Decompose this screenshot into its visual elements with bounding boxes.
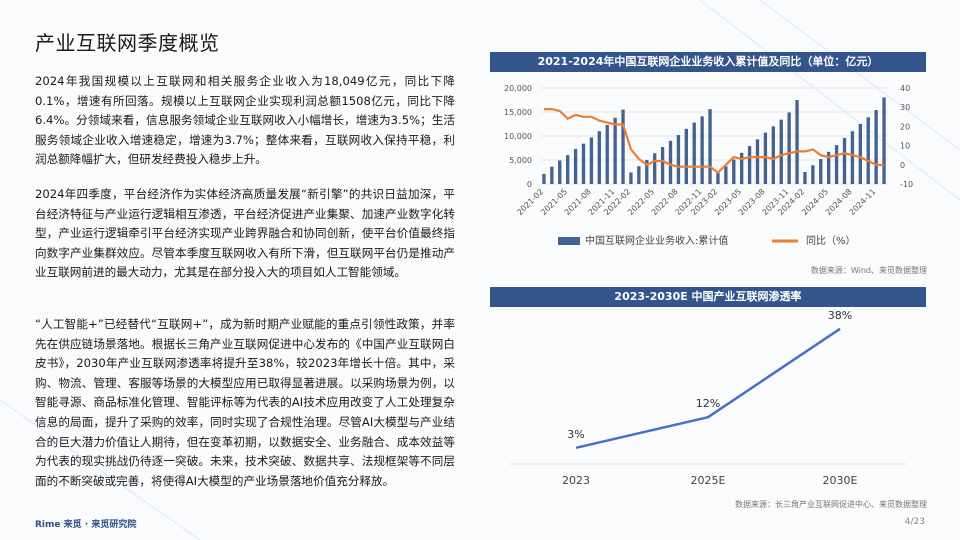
paragraph-revenue-overview: 2024年我国规模以上互联网和相关服务企业收入为18,049亿元，同比下降0.1… xyxy=(35,74,455,167)
revenue-bar xyxy=(581,143,586,184)
revenue-bar xyxy=(811,165,815,184)
revenue-bar xyxy=(732,159,736,184)
revenue-bar xyxy=(645,160,649,184)
revenue-bar xyxy=(834,145,839,184)
revenue-bar xyxy=(850,131,855,184)
revenue-bar xyxy=(755,139,760,184)
revenue-bar xyxy=(668,140,673,184)
page-number: 4/23 xyxy=(904,517,925,527)
yoy-line xyxy=(544,107,885,174)
penetration-line xyxy=(575,327,841,450)
y-left-tick-label: 5,000 xyxy=(509,156,532,165)
revenue-bar xyxy=(740,152,744,184)
y-right-tick-label: 20 xyxy=(900,122,910,131)
y-left-tick-label: 0 xyxy=(527,180,532,189)
revenue-bar xyxy=(653,153,657,184)
y-right-tick-label: 0 xyxy=(900,161,905,170)
revenue-bar xyxy=(566,155,570,184)
revenue-bar xyxy=(747,146,752,184)
x-tick-label: 2023 xyxy=(562,474,590,487)
revenue-bar xyxy=(787,112,791,184)
y-right-tick-label: 40 xyxy=(900,84,910,93)
legend-label-yoy: 同比（%） xyxy=(806,235,856,247)
revenue-bar xyxy=(684,128,688,184)
revenue-bar xyxy=(858,124,862,184)
revenue-bar xyxy=(542,173,546,184)
data-label: 3% xyxy=(567,428,584,441)
legend-label-revenue: 中国互联网企业业务收入:累计值 xyxy=(585,234,728,247)
legend-swatch-revenue xyxy=(558,237,580,245)
paragraph-ai-plus: “人工智能+”已经替代“互联网+”，成为新时期产业赋能的重点引领性政策，并率先在… xyxy=(35,317,455,488)
revenue-bar xyxy=(597,131,601,184)
x-tick-label: 2024-11 xyxy=(848,187,878,217)
revenue-bar xyxy=(589,137,594,184)
revenue-combo-chart: 05,00010,00015,00020,000-100102030402021… xyxy=(504,84,913,247)
revenue-bar xyxy=(819,159,823,184)
revenue-bar xyxy=(573,148,578,184)
revenue-bar xyxy=(621,109,625,184)
chart1-source: 数据来源：Wind、来觅数据整理 xyxy=(810,266,927,275)
y-right-tick-label: 30 xyxy=(900,103,910,112)
y-left-tick-label: 15,000 xyxy=(504,108,532,117)
x-tick-label: 2025E xyxy=(691,474,726,487)
footer-logo: Rime 来觅 · 来觅研究院 xyxy=(35,520,137,530)
revenue-bar xyxy=(827,151,831,184)
y-right-tick-label: -10 xyxy=(900,180,913,189)
revenue-bar xyxy=(803,172,807,184)
revenue-bar xyxy=(676,135,681,184)
chart2-source: 数据来源：长三角产业互联网促进中心、来觅数据整理 xyxy=(735,500,927,509)
y-left-tick-label: 10,000 xyxy=(504,132,532,141)
revenue-bar xyxy=(605,124,609,184)
page-title: 产业互联网季度概览 xyxy=(35,31,220,55)
y-right-tick-label: 10 xyxy=(900,142,910,151)
revenue-bar xyxy=(866,117,870,184)
chart1-header: 2021-2024年中国互联网企业业务收入累计值及同比（单位：亿元） xyxy=(490,52,926,72)
revenue-bar xyxy=(763,132,768,184)
revenue-bar xyxy=(882,97,886,184)
penetration-line-chart: 3% 12% 38% 2023 2025E 2030E xyxy=(510,309,906,487)
revenue-bar xyxy=(708,109,712,184)
revenue-bar xyxy=(716,172,720,184)
revenue-bar xyxy=(771,126,775,184)
chart2-header: 2023-2030E 中国产业互联网渗透率 xyxy=(490,287,926,307)
revenue-bar xyxy=(550,166,554,184)
revenue-bar xyxy=(629,172,633,184)
revenue-bar xyxy=(795,100,799,184)
revenue-bar xyxy=(558,160,562,184)
revenue-bar xyxy=(613,117,617,184)
paragraph-platform-economy: 2024年四季度，平台经济作为实体经济高质量发展“新引擎”的共识日益加深，平台经… xyxy=(35,187,455,280)
revenue-bar xyxy=(779,119,783,184)
revenue-bar xyxy=(637,166,641,184)
revenue-bar xyxy=(842,137,847,184)
data-label: 12% xyxy=(696,397,720,410)
revenue-bar xyxy=(660,147,665,184)
revenue-bar xyxy=(700,116,704,184)
revenue-bar xyxy=(724,166,728,184)
revenue-bar xyxy=(874,110,878,184)
y-left-tick-label: 20,000 xyxy=(504,84,532,93)
revenue-bar xyxy=(692,122,696,184)
x-tick-label: 2030E xyxy=(823,474,858,487)
data-label: 38% xyxy=(828,309,852,322)
